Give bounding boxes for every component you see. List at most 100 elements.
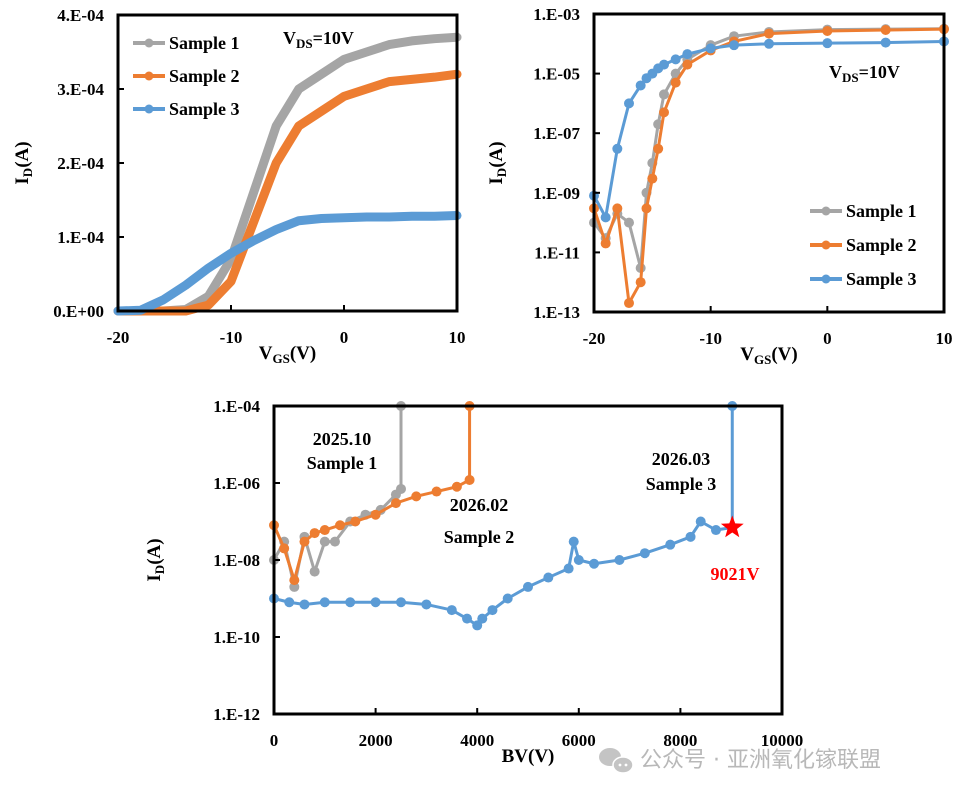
legend-marker-1 [144,38,154,48]
data-point-s3 [670,54,681,65]
data-point-s3 [299,599,310,610]
data-point-s3 [682,49,693,60]
data-point-s3 [543,572,554,583]
x-axis-label: VGS(V) [259,343,316,366]
watermark-text: 公众号 · 亚洲氧化镓联盟 [640,748,881,773]
data-point-s2 [370,509,381,520]
legend-marker-3 [821,274,831,284]
data-point-s2 [653,143,664,154]
series-line-3 [272,404,734,627]
data-point-s1 [319,536,330,547]
data-point-s2 [451,481,462,492]
annotation-date-1: 2025.10 [313,429,372,449]
data-point-s2 [600,238,611,249]
data-point-s3 [880,37,891,48]
annotation-sample-3: Sample 3 [646,474,717,494]
data-point-s3 [589,558,600,569]
watermark: 公众号 · 亚洲氧化镓联盟 [599,748,881,774]
data-point-s2 [350,516,361,527]
data-point-s2 [289,575,300,586]
annotation-date-2: 2026.02 [450,495,509,515]
data-point-s3 [695,516,706,527]
y-tick-label: 1.E-08 [213,551,260,570]
x-tick-label: 0 [270,731,279,750]
data-point-s3 [665,539,676,550]
data-point-s2 [299,536,310,547]
data-point-s2 [647,173,658,184]
y-tick-label: 1.E-07 [533,124,580,143]
wechat-icon [599,748,634,774]
data-point-s2 [822,25,833,36]
legend-marker-1 [821,206,831,216]
data-point-s3 [370,597,381,608]
x-tick-label: -20 [107,328,130,347]
data-point-s3 [477,613,488,624]
data-point-s1 [624,217,634,228]
data-point-s3 [421,599,432,610]
data-point-s2 [659,107,669,118]
data-point-s2 [682,59,693,70]
data-point-s3 [487,605,498,616]
data-point-s3 [284,597,295,608]
data-point-s2 [279,543,290,554]
y-axis-label: ID(A) [486,141,509,184]
y-tick-label: 1.E-10 [213,628,260,647]
y-tick-label: 0.E+00 [53,302,104,321]
data-point-s2 [464,474,475,485]
y-tick-label: 1.E-06 [213,474,260,493]
breakdown-star-marker [720,515,744,538]
data-point-s3 [462,613,473,624]
x-axis-label: BV(V) [502,746,555,767]
data-point-s2 [624,298,634,309]
vds-annotation: VDS=10V [829,62,900,85]
x-tick-label: 4000 [460,731,494,750]
x-tick-label: 0 [340,328,349,347]
data-point-s3 [345,597,356,608]
y-tick-label: 3.E-04 [57,80,104,99]
y-tick-label: 1.E-12 [213,705,260,724]
breakdown-voltage-label: 9021V [711,564,760,584]
legend-label-2: Sample 2 [169,66,240,86]
x-tick-label: 6000 [562,731,596,750]
data-point-s3 [705,43,716,54]
data-point-s2 [670,77,681,88]
data-point-s3 [729,40,739,51]
legend-label-3: Sample 3 [846,269,917,289]
data-point-s3 [396,597,406,608]
data-point-s3 [523,581,533,592]
x-tick-label: 10000 [761,731,804,750]
data-point-s3 [710,525,721,536]
plot-frame [116,13,459,313]
data-point-s3 [685,531,696,542]
legend-label-1: Sample 1 [169,33,240,53]
data-point-s2 [641,203,652,214]
data-point-s3 [659,59,669,70]
data-point-s3 [446,605,457,616]
y-tick-label: 1.E-04 [213,397,260,416]
annotation-date-3: 2026.03 [652,449,711,469]
y-tick-label: 4.E-04 [57,6,104,25]
chart-log-transfer: -20 -10 0 10 1.E-13 1.E-11 1.E-09 1.E-07 1.E-05 1… [486,5,953,367]
data-point-s2 [612,203,623,214]
data-point-s3 [600,212,611,223]
data-point-s2 [431,486,442,497]
data-point-s3 [614,555,625,565]
vds-annotation: VDS=10V [283,28,354,51]
data-point-s3 [568,536,579,547]
y-tick-label: 1.E-11 [534,243,580,262]
legend-marker-3 [144,104,154,114]
legend-label-1: Sample 1 [846,201,917,221]
annotation-sample-1: Sample 1 [307,453,378,473]
data-point-s3 [612,143,623,154]
data-point-s3 [573,555,584,565]
data-point-s2 [390,498,401,509]
y-tick-label: 1.E-03 [533,5,580,24]
y-tick-label: 1.E-13 [533,303,580,322]
data-point-s3 [635,80,646,91]
legend-marker-2 [144,71,154,81]
x-tick-label: 0 [823,329,832,348]
data-point-s1 [309,566,320,577]
y-axis-label: ID(A) [12,141,35,184]
legend-marker-2 [821,240,831,250]
